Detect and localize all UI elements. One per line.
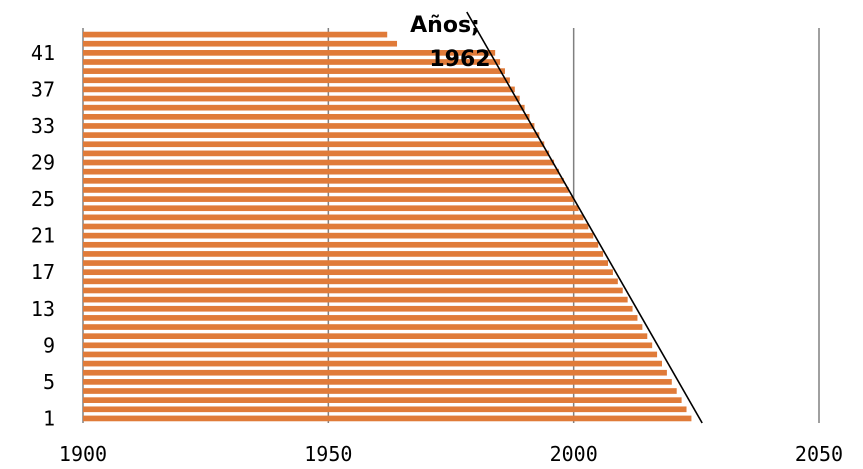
- x-tick-1950: 1950: [304, 442, 352, 466]
- bar-18: [83, 260, 609, 266]
- bar-2: [83, 406, 687, 413]
- data-label-line2: 1962: [429, 47, 490, 72]
- bar-32: [83, 132, 540, 138]
- bar-38: [83, 77, 510, 84]
- bar-1: [83, 415, 692, 422]
- bar-5: [83, 379, 672, 385]
- x-tick-1900: 1900: [59, 442, 107, 466]
- bar-34: [83, 113, 530, 120]
- bar-19: [83, 251, 604, 257]
- y-tick-17: 17: [31, 260, 55, 284]
- y-axis-tick-labels: 1 5 9 13 17 21 25 29 33 37 41: [31, 41, 55, 431]
- bar-24: [83, 205, 579, 212]
- bar-29: [83, 159, 555, 166]
- bar-16: [83, 278, 618, 285]
- bar-10: [83, 333, 648, 340]
- bar-3: [83, 397, 682, 403]
- y-tick-41: 41: [31, 41, 55, 65]
- bar-12: [83, 315, 638, 321]
- x-tick-2050: 2050: [795, 442, 843, 466]
- trendline-line: [466, 11, 703, 424]
- bar-35: [83, 104, 525, 111]
- data-label-line1: Años;: [410, 13, 480, 38]
- y-tick-21: 21: [31, 224, 55, 248]
- bar-25: [83, 196, 574, 202]
- bar-26: [83, 187, 569, 193]
- y-tick-37: 37: [31, 77, 55, 101]
- bar-23: [83, 214, 584, 221]
- bar-39: [83, 68, 505, 74]
- bar-13: [83, 305, 633, 312]
- x-tick-2000: 2000: [550, 442, 598, 466]
- bar-22: [83, 223, 589, 230]
- bar-41: [83, 50, 496, 56]
- y-tick-1: 1: [43, 406, 55, 430]
- y-tick-5: 5: [43, 370, 55, 394]
- bar-28: [83, 168, 559, 175]
- bar-6: [83, 369, 667, 376]
- bar-15: [83, 287, 623, 294]
- bar-30: [83, 150, 550, 157]
- trendline: [466, 11, 703, 424]
- bar-37: [83, 86, 515, 93]
- y-tick-9: 9: [43, 333, 55, 357]
- bar-31: [83, 141, 545, 148]
- bar-40: [83, 59, 501, 65]
- bar-7: [83, 360, 662, 367]
- bar-43: [83, 31, 388, 38]
- bar-17: [83, 269, 613, 276]
- bar-11: [83, 324, 643, 330]
- bar-20: [83, 241, 599, 248]
- bar-14: [83, 296, 628, 303]
- bar-42: [83, 40, 398, 47]
- bar-8: [83, 351, 658, 358]
- bar-series: [83, 31, 692, 422]
- bar-33: [83, 123, 535, 129]
- bar-27: [83, 177, 564, 184]
- y-tick-29: 29: [31, 151, 55, 175]
- bar-21: [83, 232, 594, 239]
- x-axis-tick-labels: 1900 1950 2000 2050: [59, 442, 843, 466]
- bar-4: [83, 388, 677, 394]
- bar-9: [83, 342, 653, 349]
- y-tick-33: 33: [31, 114, 55, 138]
- y-tick-25: 25: [31, 187, 55, 211]
- y-tick-13: 13: [31, 297, 55, 321]
- bar-36: [83, 95, 520, 102]
